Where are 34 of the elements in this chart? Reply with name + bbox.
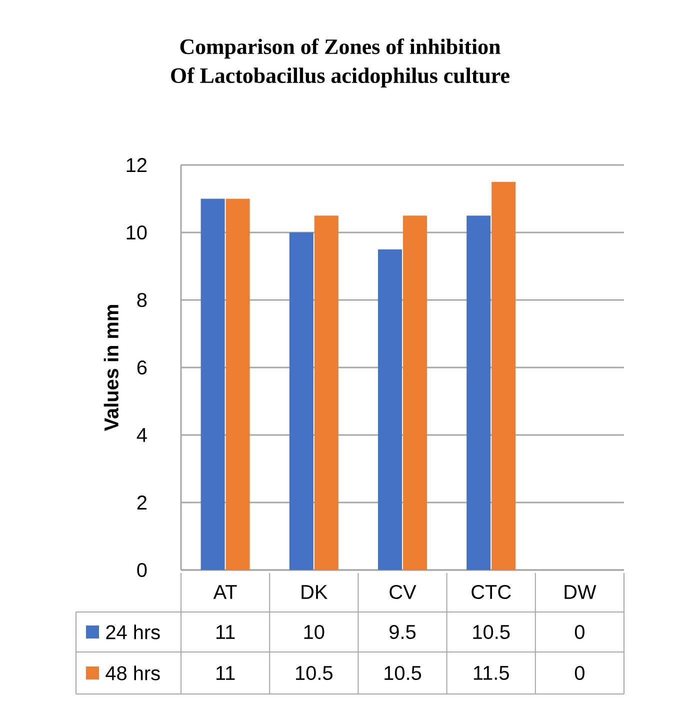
data-label: 11.5 — [474, 666, 509, 680]
y-tick-label: 6 — [137, 360, 147, 375]
y-tick-label: 10 — [126, 225, 147, 240]
bar — [402, 216, 427, 570]
bar — [200, 198, 225, 570]
chart-title: Comparison of Zones of inhibition Of Lactobacillus acidophilus culture — [171, 38, 510, 88]
legend-label: 48 hrs — [106, 666, 160, 680]
data-label: 0 — [574, 624, 584, 640]
y-tick-label: 4 — [136, 428, 147, 442]
bar — [226, 198, 250, 570]
y-tick-label: 12 — [126, 158, 146, 172]
data-label: 10.5 — [473, 624, 510, 640]
bar — [492, 182, 516, 570]
data-label: 10 — [304, 624, 324, 640]
bar — [378, 249, 402, 570]
data-label: 10.5 — [384, 666, 422, 680]
y-tick-label: 2 — [137, 496, 146, 510]
data-label: 9.5 — [390, 624, 416, 640]
data-label: 11 — [216, 625, 235, 639]
data-label: 11 — [216, 666, 235, 680]
x-tick-label: DK — [302, 585, 328, 599]
x-tick-label: CTC — [472, 584, 511, 600]
x-tick-label: CV — [390, 584, 416, 600]
data-label: 0 — [574, 666, 584, 680]
bar — [289, 232, 314, 570]
bar — [314, 216, 338, 570]
y-tick-label: 0 — [137, 562, 147, 578]
bar — [466, 216, 491, 570]
data-label: 10.5 — [296, 666, 332, 680]
legend-label: 24 hrs — [106, 624, 160, 640]
x-tick-label: DW — [564, 585, 596, 599]
y-tick-label: 8 — [137, 292, 147, 308]
y-axis-title: Values in mm — [104, 305, 118, 432]
x-tick-label: AT — [213, 585, 237, 599]
